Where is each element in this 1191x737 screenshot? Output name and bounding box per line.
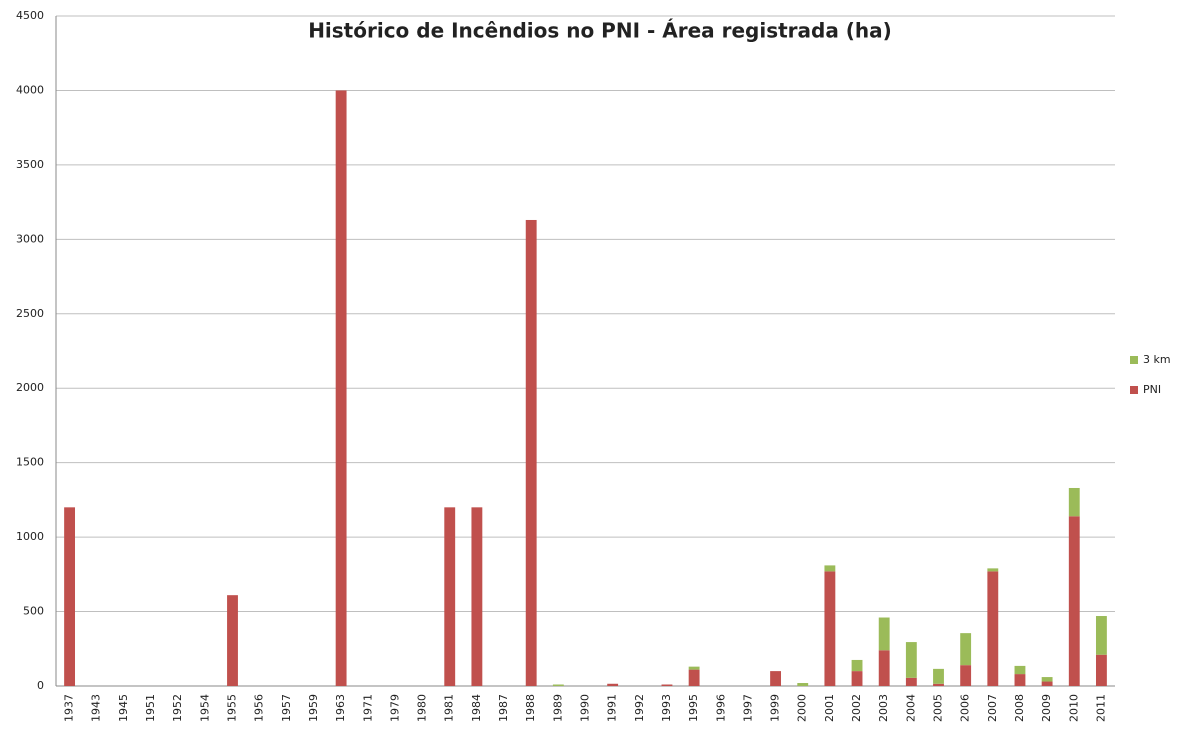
- x-tick-label: 1963: [334, 694, 347, 722]
- bar-segment: [960, 633, 972, 666]
- y-tick-label: 2500: [16, 307, 44, 320]
- x-tick-label: 2001: [823, 694, 836, 722]
- x-tick-label: 1945: [117, 694, 130, 722]
- x-tick-label: 2010: [1067, 694, 1080, 722]
- chart-title: Histórico de Incêndios no PNI - Área reg…: [308, 19, 892, 43]
- bar-segment: [1068, 487, 1080, 517]
- x-tick-label: 1990: [579, 694, 592, 722]
- bar-segment: [1095, 616, 1107, 655]
- bar-segment: [851, 659, 863, 672]
- x-tick-label: 2002: [850, 694, 863, 722]
- y-tick-label: 1500: [16, 456, 44, 469]
- bar-segment: [471, 507, 483, 686]
- bar-segment: [688, 666, 700, 670]
- x-tick-label: 1955: [226, 694, 239, 722]
- x-tick-label: 1979: [388, 694, 401, 722]
- x-tick-label: 1981: [443, 694, 456, 722]
- x-tick-label: 1956: [253, 694, 266, 722]
- x-tick-label: 1992: [633, 694, 646, 722]
- x-tick-label: 1943: [90, 694, 103, 722]
- bar-segment: [661, 684, 673, 686]
- x-tick-label: 1957: [280, 694, 293, 722]
- x-tick-label: 2007: [986, 694, 999, 722]
- bar-segment: [933, 683, 944, 686]
- bar-segment: [878, 650, 890, 686]
- x-tick-label: 1937: [63, 694, 76, 722]
- y-tick-label: 2000: [16, 381, 44, 394]
- x-tick-label: 1954: [198, 694, 211, 722]
- legend-swatch: [1130, 386, 1138, 394]
- bar-segment: [878, 617, 890, 651]
- bar-segment: [1041, 681, 1053, 686]
- bar-segment: [335, 90, 347, 686]
- bar-segment: [227, 595, 238, 686]
- bar-segment: [1068, 516, 1080, 686]
- bar-segment: [688, 669, 700, 686]
- legend-label: PNI: [1143, 383, 1161, 396]
- bar-segment: [607, 683, 619, 686]
- bar-segment: [987, 568, 999, 572]
- x-tick-label: 1987: [497, 694, 510, 722]
- bar-segment: [905, 677, 917, 686]
- x-tick-label: 1951: [144, 694, 157, 722]
- y-tick-label: 3500: [16, 158, 44, 171]
- x-tick-label: 2005: [932, 694, 945, 722]
- bar-segment: [444, 507, 456, 686]
- x-tick-label: 1971: [361, 694, 374, 722]
- x-tick-label: 1997: [741, 694, 754, 722]
- bar-segment: [1095, 654, 1107, 686]
- bar-segment: [960, 665, 972, 686]
- x-tick-label: 1991: [606, 694, 619, 722]
- bar-segment: [905, 642, 917, 678]
- bar-segment: [1014, 665, 1026, 675]
- bar-segment: [1014, 674, 1026, 686]
- x-tick-label: 2008: [1013, 694, 1026, 722]
- y-tick-label: 3000: [16, 232, 44, 245]
- x-tick-label: 1999: [769, 694, 782, 722]
- x-tick-label: 2006: [959, 694, 972, 722]
- x-tick-label: 1988: [524, 694, 537, 722]
- bar-segment: [824, 565, 836, 572]
- bar-segment: [552, 684, 564, 686]
- legend-swatch: [1130, 356, 1138, 364]
- bar-segment: [933, 668, 944, 684]
- y-tick-label: 0: [37, 679, 44, 692]
- y-tick-label: 500: [23, 605, 44, 618]
- x-tick-label: 1993: [660, 694, 673, 722]
- bar-segment: [64, 507, 76, 686]
- bar-segment: [770, 671, 782, 686]
- x-tick-label: 2004: [904, 694, 917, 722]
- x-tick-label: 1952: [171, 694, 184, 722]
- bar-segment: [987, 571, 999, 686]
- x-tick-label: 2003: [877, 694, 890, 722]
- x-tick-label: 1984: [470, 694, 483, 722]
- x-tick-label: 1996: [714, 694, 727, 722]
- bar-segment: [851, 671, 863, 686]
- legend-label: 3 km: [1143, 353, 1171, 366]
- x-tick-label: 1989: [551, 694, 564, 722]
- x-tick-label: 2000: [796, 694, 809, 722]
- bar-segment: [824, 571, 836, 686]
- x-tick-label: 1980: [416, 694, 429, 722]
- y-tick-label: 1000: [16, 530, 44, 543]
- y-tick-label: 4500: [16, 9, 44, 22]
- x-tick-label: 2011: [1094, 694, 1107, 722]
- x-tick-label: 1959: [307, 694, 320, 722]
- bar-segment: [797, 683, 809, 686]
- bar-segment: [525, 219, 537, 686]
- bar-segment: [1041, 677, 1053, 682]
- x-tick-label: 1995: [687, 694, 700, 722]
- x-tick-label: 2009: [1040, 694, 1053, 722]
- y-tick-label: 4000: [16, 83, 44, 96]
